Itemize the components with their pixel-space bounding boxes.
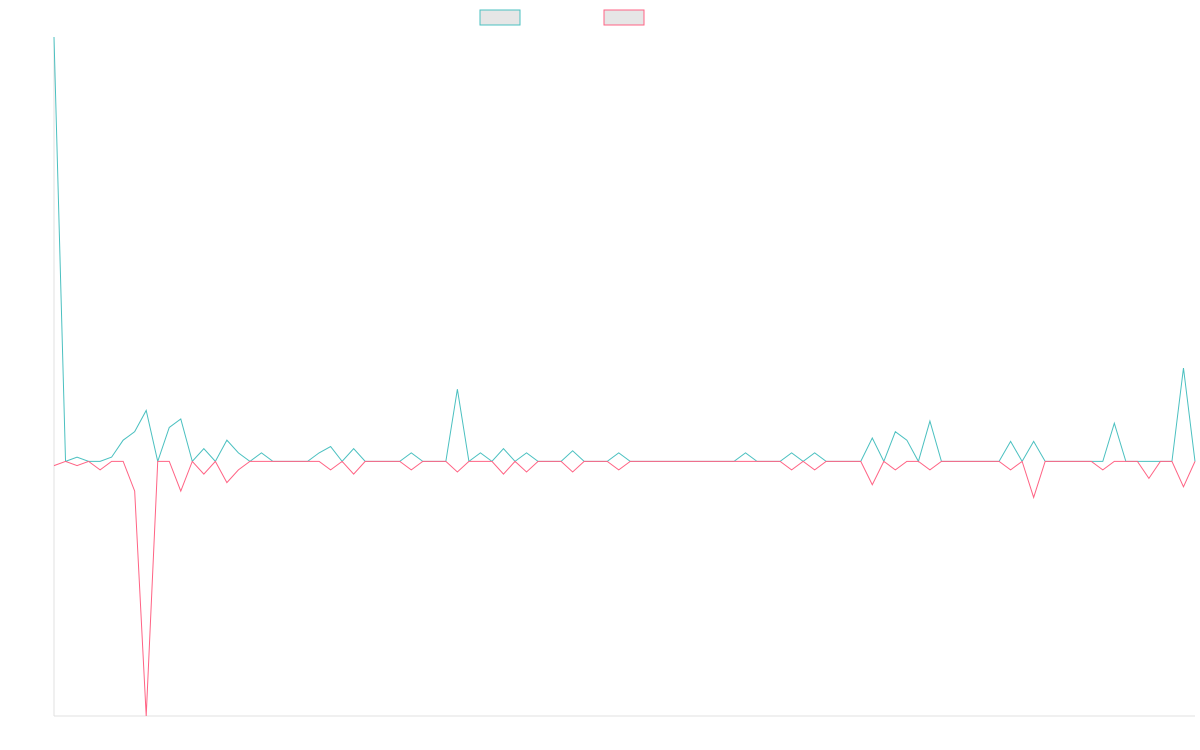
series-line <box>53 36 1196 464</box>
legend-swatch <box>603 9 645 26</box>
series-line <box>53 460 1196 717</box>
legend-swatch <box>479 9 521 26</box>
